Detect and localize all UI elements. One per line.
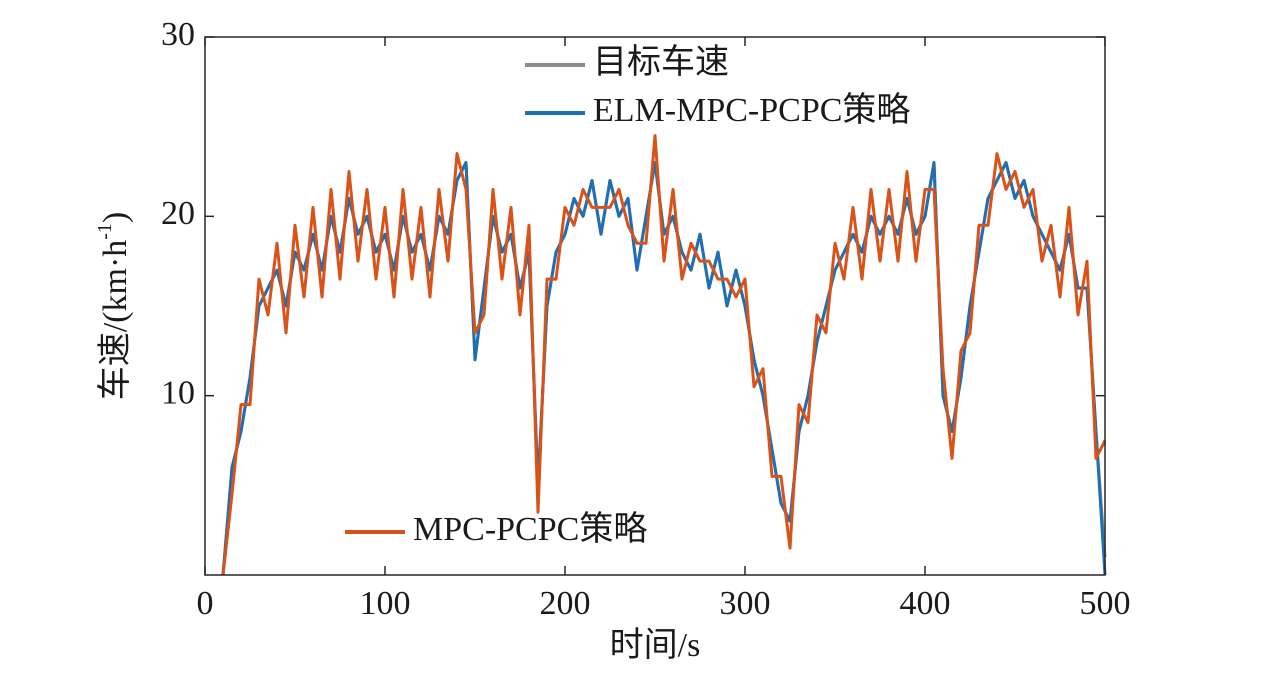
y-tick-label: 30: [161, 16, 195, 53]
x-tick-label: 500: [1080, 585, 1131, 622]
x-axis-label: 时间/s: [610, 627, 701, 664]
legend-label: ELM-MPC-PCPC策略: [593, 91, 910, 129]
y-axis-label-sup: -1: [94, 223, 116, 240]
plot-frame: [204, 36, 1106, 576]
y-tick-label: 10: [161, 374, 195, 411]
legend-label: 目标车速: [593, 43, 729, 81]
y-axis-label-main: 车速/(km·h: [96, 240, 134, 401]
x-tick-label: 0: [197, 585, 214, 622]
x-tick-label: 400: [900, 585, 951, 622]
x-tick-label: 300: [720, 585, 771, 622]
y-tick-label: 20: [161, 195, 195, 232]
y-axis-label-end: ): [97, 212, 134, 223]
legend-label: MPC-PCPC策略: [413, 510, 647, 548]
series-line: [221, 134, 1107, 576]
x-tick-label: 100: [360, 585, 411, 622]
x-tick-label: 200: [540, 585, 591, 622]
y-axis-label: 车速/(km·h-1): [94, 212, 134, 401]
